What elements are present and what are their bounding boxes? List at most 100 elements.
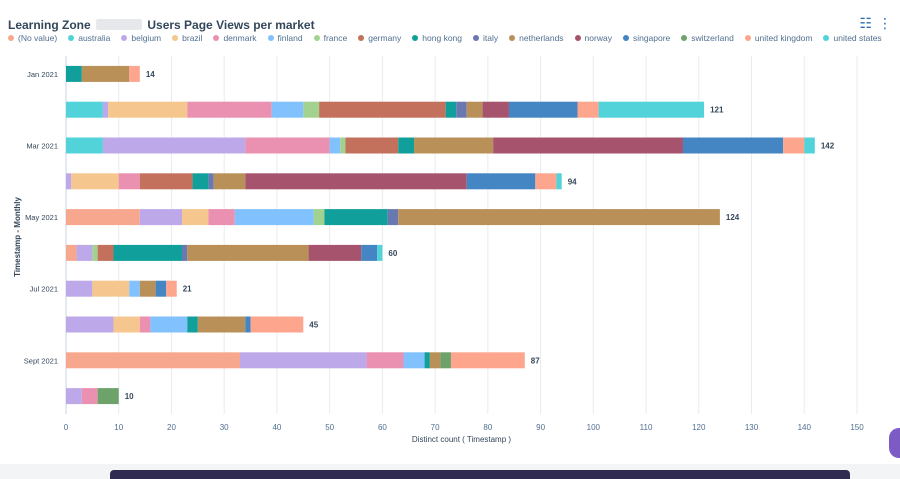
bar-segment <box>245 173 467 190</box>
legend-swatch <box>121 35 128 41</box>
bar-segment <box>66 101 103 118</box>
x-tick-label: 100 <box>587 423 601 432</box>
bar-total-label: 94 <box>568 177 577 186</box>
bar-segment <box>429 352 441 369</box>
chart-legend: (No value) australia belgium brazil denmark f… <box>8 33 888 43</box>
legend-item[interactable]: finland <box>267 33 303 43</box>
legend-item[interactable]: united kingdom <box>744 33 812 43</box>
legend-label: (No value) <box>18 33 58 43</box>
bar-segment <box>234 209 314 226</box>
legend-item[interactable]: australia <box>68 33 110 43</box>
y-tick-label: May 2021 <box>25 213 58 222</box>
legend-item[interactable]: netherlands <box>509 33 564 43</box>
x-tick-label: 40 <box>272 423 281 432</box>
x-axis-label: Distinct count ( Timestamp ) <box>412 435 511 444</box>
bar-segment <box>535 173 557 190</box>
x-tick-label: 130 <box>745 423 759 432</box>
legend-item[interactable]: belgium <box>121 33 161 43</box>
bar-segment <box>682 137 784 154</box>
legend-swatch <box>8 35 14 41</box>
bar-segment <box>113 244 183 261</box>
bar-segment <box>66 244 77 261</box>
legend-item[interactable]: (No value) <box>8 33 57 43</box>
bar-segment <box>66 137 103 154</box>
legend-swatch <box>358 35 365 41</box>
bar-segment <box>182 209 209 226</box>
legend-item[interactable]: singapore <box>622 33 670 43</box>
bar-segment <box>187 101 272 118</box>
bar-segment <box>450 352 525 369</box>
bar-total-label: 87 <box>531 356 540 365</box>
bar-segment <box>414 137 494 154</box>
bar-segment <box>445 101 457 118</box>
bar-segment <box>424 352 430 369</box>
bar-segment <box>92 280 130 297</box>
sliders-icon[interactable]: ☷ <box>859 15 872 31</box>
bar-segment <box>66 280 93 297</box>
bar-segment <box>466 101 483 118</box>
bar-segment <box>66 316 114 333</box>
footer-strip <box>110 470 850 479</box>
bar-segment <box>250 316 304 333</box>
bar-segment <box>213 173 246 190</box>
bar-segment <box>271 101 304 118</box>
bar-segment <box>387 209 399 226</box>
bar-segment <box>482 101 509 118</box>
bar-total-label: 45 <box>309 321 318 330</box>
bar-segment <box>440 352 451 369</box>
x-tick-label: 70 <box>431 423 440 432</box>
bar-total-label: 121 <box>710 106 724 115</box>
chart-title: Learning Zone Users Page Views per marke… <box>8 18 315 32</box>
bar-segment <box>66 388 82 405</box>
bar-segment <box>108 101 188 118</box>
bar-total-label: 124 <box>726 213 740 222</box>
bar-segment <box>66 209 140 226</box>
bar-segment <box>208 209 235 226</box>
bar-segment <box>783 137 805 154</box>
legend-label: italy <box>483 33 499 43</box>
bar-segment <box>197 316 246 333</box>
bar-total-label: 10 <box>125 392 134 401</box>
legend-item[interactable]: norway <box>574 33 612 43</box>
bar-segment <box>97 388 119 405</box>
bar-segment <box>208 173 214 190</box>
legend-label: united states <box>833 33 882 43</box>
bar-segment <box>361 244 378 261</box>
legend-item[interactable]: hong kong <box>412 33 462 43</box>
bar-segment <box>319 101 446 118</box>
legend-label: finland <box>277 33 303 43</box>
bar-segment <box>324 209 388 226</box>
redacted-text <box>96 19 143 30</box>
legend-label: norway <box>584 33 612 43</box>
legend-item[interactable]: brazil <box>172 33 202 43</box>
legend-item[interactable]: italy <box>473 33 498 43</box>
legend-swatch <box>823 35 830 41</box>
bar-segment <box>113 316 140 333</box>
bar-segment <box>97 244 114 261</box>
legend-item[interactable]: germany <box>358 33 401 43</box>
bar-segment <box>129 280 140 297</box>
bar-segment <box>403 352 425 369</box>
bar-segment <box>598 101 705 118</box>
legend-item[interactable]: denmark <box>213 33 257 43</box>
bar-segment <box>804 137 815 154</box>
bar-segment <box>102 101 109 118</box>
bar-segment <box>329 137 341 154</box>
help-bubble-icon[interactable] <box>889 428 900 458</box>
bar-segment <box>187 244 309 261</box>
chart-toolbar: ☷ ⋮ <box>859 16 892 30</box>
legend-swatch <box>574 35 581 41</box>
x-tick-label: 20 <box>167 423 176 432</box>
bar-segment <box>81 388 98 405</box>
legend-item[interactable]: united states <box>823 33 882 43</box>
legend-swatch <box>744 35 751 41</box>
x-tick-label: 10 <box>114 423 123 432</box>
bar-segment <box>66 352 241 369</box>
legend-item[interactable]: switzerland <box>681 33 734 43</box>
legend-item[interactable]: france <box>313 33 347 43</box>
kebab-menu-icon[interactable]: ⋮ <box>878 15 892 31</box>
title-prefix: Learning Zone <box>8 18 91 32</box>
bar-segment <box>398 137 415 154</box>
x-tick-label: 80 <box>483 423 492 432</box>
bar-segment <box>508 101 578 118</box>
